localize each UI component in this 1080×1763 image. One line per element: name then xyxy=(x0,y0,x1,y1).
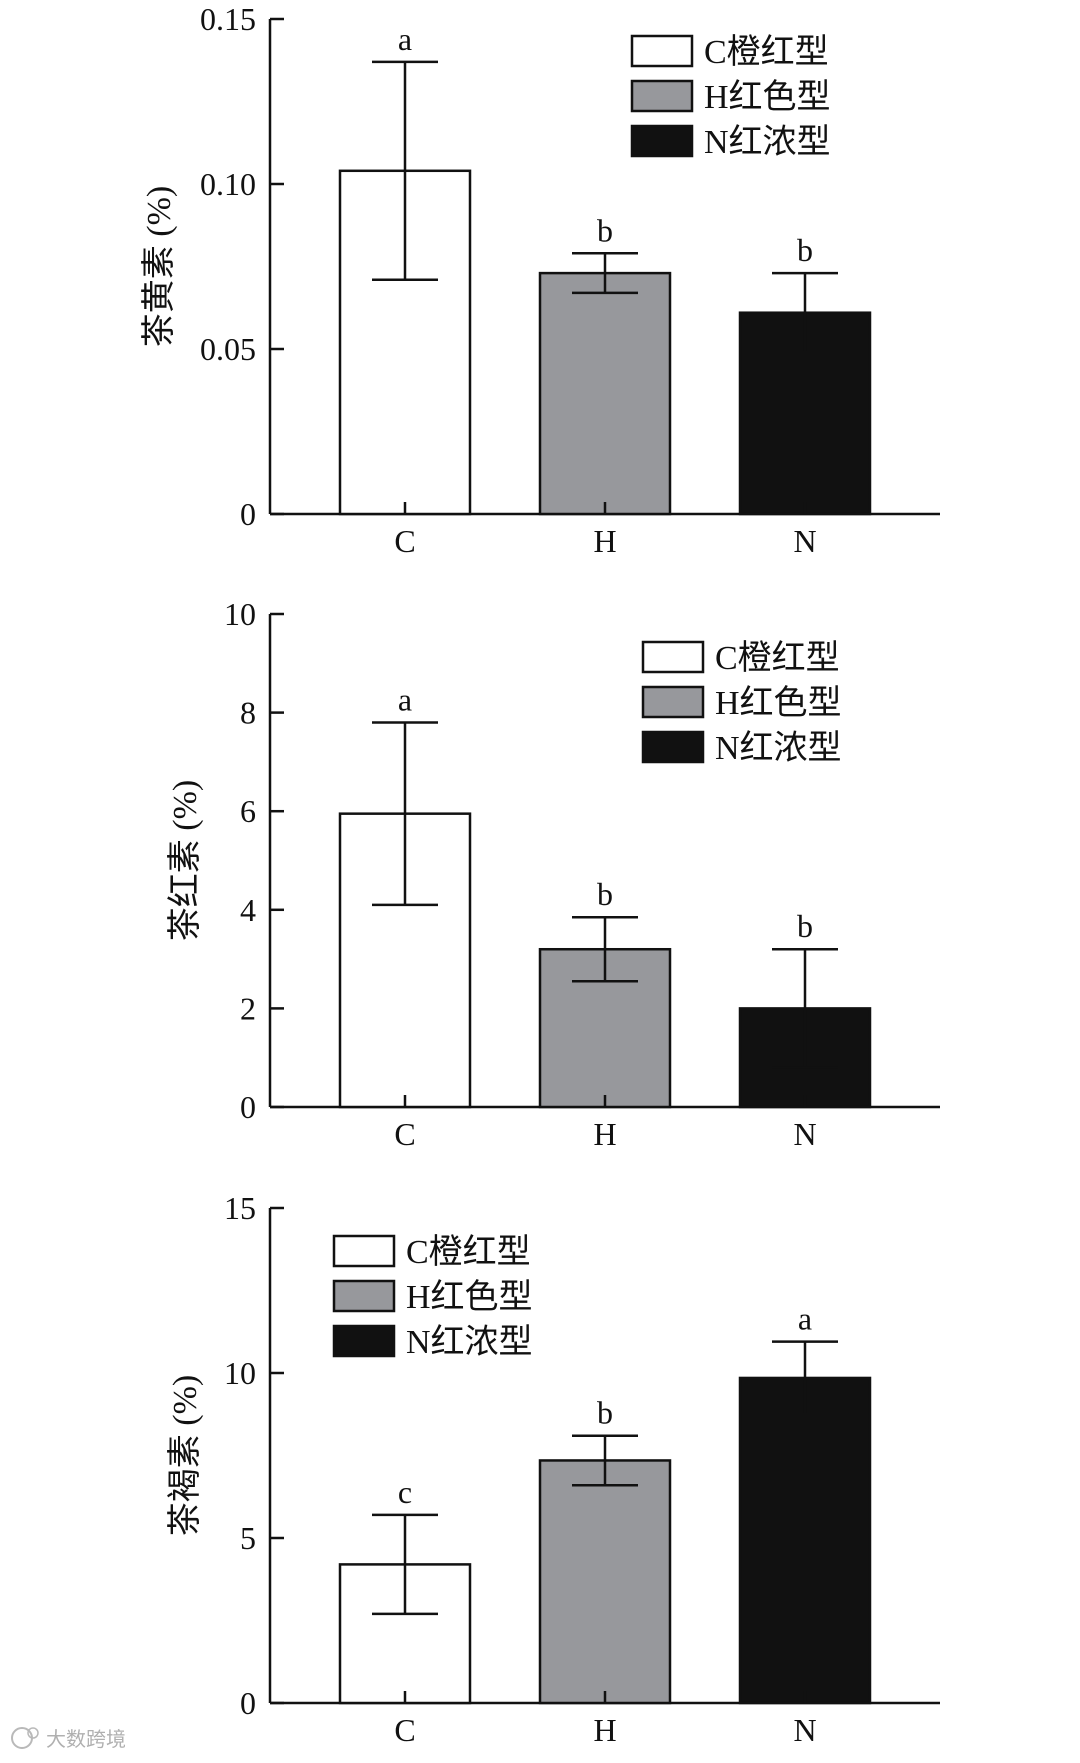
y-axis-label: 茶褐素 (%) xyxy=(166,1375,204,1536)
legend-swatch xyxy=(641,685,705,719)
x-tick-label: H xyxy=(593,523,616,559)
x-tick-label: H xyxy=(593,1116,616,1152)
significance-letter: a xyxy=(398,681,412,717)
chart-panel-2: 0 2 4 6 8 10 茶红素 (%) Ca Hb Nb C橙红型 H红色型 N红浓型 xyxy=(166,596,940,1152)
significance-letter: b xyxy=(597,876,613,912)
significance-letter: b xyxy=(797,232,813,268)
significance-letter: c xyxy=(398,1474,412,1510)
y-axis-label: 茶黄素 (%) xyxy=(140,186,178,347)
y-tick-label: 0 xyxy=(240,1685,256,1721)
x-tick-label: N xyxy=(793,1116,816,1152)
y-tick-label: 2 xyxy=(240,990,256,1026)
x-tick-label: C xyxy=(394,1712,415,1748)
y-tick-label: 0 xyxy=(240,1089,256,1125)
bar-N xyxy=(738,1376,872,1705)
bar-H xyxy=(538,1459,672,1705)
watermark-logo-icon xyxy=(11,1727,39,1749)
x-tick-label: N xyxy=(793,523,816,559)
legend-swatch xyxy=(332,1279,396,1313)
y-axis-label: 茶红素 (%) xyxy=(166,780,204,941)
significance-letter: a xyxy=(798,1301,812,1337)
legend-swatch xyxy=(332,1324,396,1358)
y-tick-label: 0.15 xyxy=(200,1,256,37)
y-tick-label: 15 xyxy=(224,1190,256,1226)
legend-swatch xyxy=(630,34,694,68)
legend-swatch xyxy=(332,1234,396,1268)
legend-label: N红浓型 xyxy=(715,729,842,767)
legend-label: N红浓型 xyxy=(406,1323,533,1361)
legend-label: H红色型 xyxy=(406,1278,533,1316)
y-tick-label: 8 xyxy=(240,695,256,731)
y-tick-label: 10 xyxy=(224,1355,256,1391)
x-tick-label: C xyxy=(394,1116,415,1152)
significance-letter: b xyxy=(597,1395,613,1431)
legend-label: C橙红型 xyxy=(406,1233,531,1271)
bar-H xyxy=(538,271,672,516)
significance-letter: b xyxy=(597,212,613,248)
y-tick-label: 0.10 xyxy=(200,166,256,202)
chart-panel-1: 0 0.05 0.10 0.15 茶黄素 (%) Ca Hb Nb C橙红型 H红色型 N红浓型 xyxy=(140,1,940,559)
watermark: 大数跨境 xyxy=(11,1727,126,1751)
legend-label: H红色型 xyxy=(715,684,842,722)
legend-label: C橙红型 xyxy=(704,33,829,71)
y-tick-label: 10 xyxy=(224,596,256,632)
x-tick-label: H xyxy=(593,1712,616,1748)
legend-label: H红色型 xyxy=(704,78,831,116)
significance-letter: a xyxy=(398,21,412,57)
x-tick-label: C xyxy=(394,523,415,559)
legend-swatch xyxy=(630,124,694,158)
legend-swatch xyxy=(641,730,705,764)
y-tick-label: 5 xyxy=(240,1520,256,1556)
y-tick-label: 0.05 xyxy=(200,331,256,367)
y-tick-label: 4 xyxy=(240,892,256,928)
watermark-text: 大数跨境 xyxy=(46,1728,126,1751)
legend-label: C橙红型 xyxy=(715,639,840,677)
chart-panel-3: 0 5 10 15 茶褐素 (%) Cc Hb Na C橙红型 H红色型 N红浓型 xyxy=(166,1190,940,1748)
y-tick-label: 0 xyxy=(240,496,256,532)
legend-swatch xyxy=(630,79,694,113)
legend-label: N红浓型 xyxy=(704,123,831,161)
x-tick-label: N xyxy=(793,1712,816,1748)
significance-letter: b xyxy=(797,908,813,944)
legend-swatch xyxy=(641,640,705,674)
y-tick-label: 6 xyxy=(240,793,256,829)
